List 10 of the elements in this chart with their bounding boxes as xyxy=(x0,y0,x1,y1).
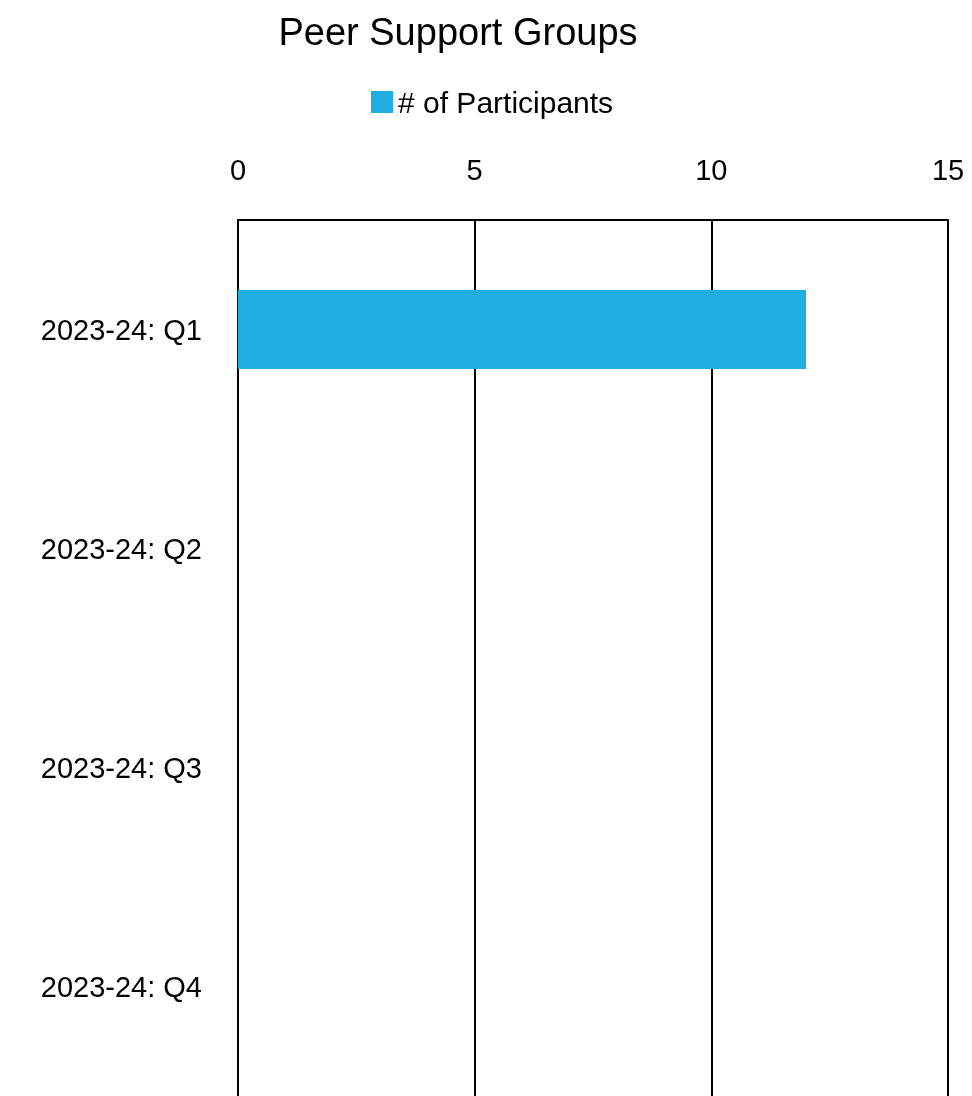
legend-label: # of Participants xyxy=(398,85,614,119)
y-tick-label: 2023-24: Q1 xyxy=(40,313,202,346)
x-tick-label: 0 xyxy=(229,153,247,186)
y-tick-label: 2023-24: Q2 xyxy=(40,532,202,565)
y-tick-label: 2023-24: Q4 xyxy=(40,970,202,1003)
y-tick-label: 2023-24: Q3 xyxy=(40,751,202,784)
x-tick-label: 10 xyxy=(695,153,728,186)
x-tick-label: 5 xyxy=(466,153,483,186)
chart-title: Peer Support Groups xyxy=(278,11,638,53)
x-tick-label: 15 xyxy=(931,153,965,186)
